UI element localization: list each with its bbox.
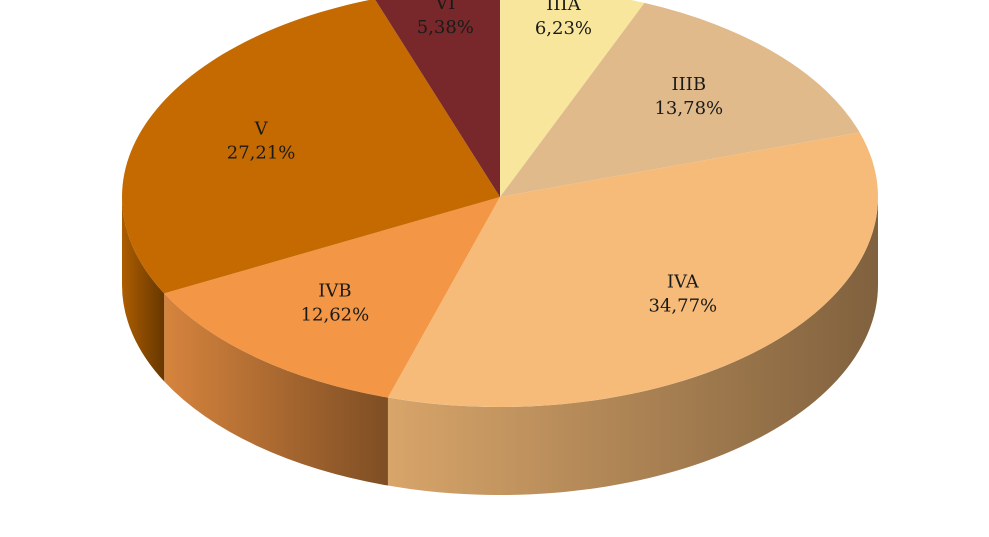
pie-label-iiia: IIIA	[546, 0, 581, 15]
pie-value-vi: 5,38%	[417, 17, 474, 38]
pie-slice-iiia	[500, 0, 645, 197]
pie-label-v: V	[254, 118, 269, 139]
pie-value-ivb: 12,62%	[301, 304, 370, 325]
pie-slice-iva	[387, 132, 878, 407]
pie-label-iva: IVA	[667, 271, 700, 292]
pie-top-slices	[122, 0, 878, 407]
pie-slice-v	[122, 0, 500, 294]
pie-slice-iiib	[500, 2, 860, 197]
pie-slice-ivb	[164, 197, 500, 398]
pie-label-vi: VI	[434, 0, 455, 14]
pie-value-iva: 34,77%	[649, 295, 718, 316]
pie-value-iiib: 13,78%	[654, 98, 723, 119]
pie-label-iiib: IIIB	[672, 74, 707, 95]
pie-value-v: 27,21%	[227, 142, 296, 163]
pie-side-iva	[387, 197, 878, 495]
pie-side-v	[122, 197, 165, 382]
pie-labels: II0,01%IIIA6,23%IIIB13,78%IVA34,77%IVB12…	[227, 0, 723, 325]
pie-value-iiia: 6,23%	[535, 18, 592, 39]
pie-slice-vi	[375, 0, 500, 197]
pie-sides	[122, 197, 878, 495]
pie-side-ivb	[164, 293, 388, 486]
pie-label-ivb: IVB	[318, 280, 351, 301]
